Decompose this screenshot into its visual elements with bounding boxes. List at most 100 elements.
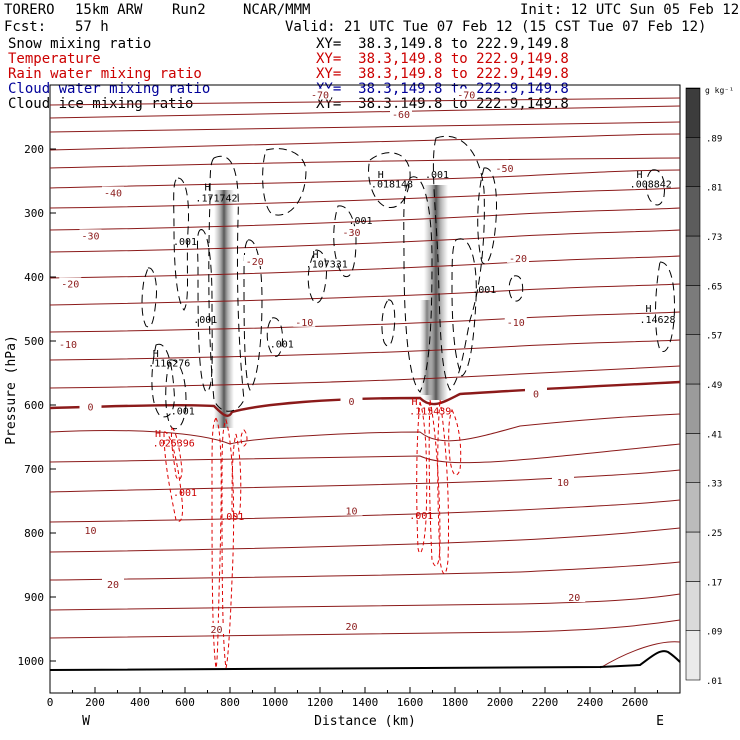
colorbar-label: .33 [706, 480, 722, 490]
temperature-contour-label: -10 [295, 318, 313, 329]
contour-label-bg [59, 277, 82, 289]
colorbar-top-edge [686, 88, 700, 89]
temperature-contour-label: 0 [87, 402, 93, 413]
rain-contour [231, 433, 242, 518]
isotherm-line [49, 121, 681, 133]
colorbar-swatch [685, 334, 701, 385]
colorbar-label: .57 [706, 332, 722, 342]
temperature-contour-label: -20 [509, 254, 527, 265]
field-annotation: H [312, 250, 318, 261]
run-name: Run2 [172, 2, 206, 18]
x-axis: 0 200 400 600 800 1000 1200 1400 1600 1800 2000 220… [47, 687, 658, 709]
terrain-line [49, 650, 681, 671]
isotherm-line [49, 413, 681, 445]
contour-label-bg [493, 162, 516, 174]
field-annotation: H [411, 397, 417, 408]
y-tick-label: 1000 [18, 655, 45, 668]
colorbar-label: .81 [706, 184, 722, 194]
east-label: E [656, 714, 664, 729]
x-tick-label: 200 [85, 696, 105, 709]
contour-label-bg [525, 387, 547, 399]
temperature-contour-label: 0 [533, 389, 539, 400]
colorbar-label: .89 [706, 134, 722, 144]
y-tick-label: 400 [24, 271, 44, 284]
contour-label-bg [309, 88, 331, 100]
snow-contour [307, 249, 327, 304]
isotherm-line [49, 157, 681, 169]
field-annotation: H [204, 183, 210, 194]
x-tick-label: 400 [130, 696, 150, 709]
rain-contour [171, 427, 183, 480]
contour-label-bg [57, 338, 79, 350]
field-annotation: .001 [173, 488, 197, 499]
ice-column-west [214, 190, 234, 428]
rain-contour [416, 401, 428, 554]
field-annotation: .025396 [153, 439, 195, 450]
annotations: H.171742H.018148H.107331H.008842H.14628H… [148, 170, 675, 523]
field-annotation: .171742 [195, 193, 237, 204]
isotherm-line [49, 97, 681, 106]
snow-contour [151, 343, 175, 418]
field-name-rain: Rain water mixing ratio [8, 66, 202, 82]
rain-contour [211, 417, 222, 669]
temperature-contour-label: -60 [392, 110, 410, 121]
snow-contour [655, 261, 675, 352]
contour-label-bg [79, 523, 102, 535]
y-tick-label: 300 [24, 207, 44, 220]
center-name: NCAR/MMM [243, 2, 311, 18]
field-name-snow: Snow mixing ratio [8, 36, 152, 52]
model-name: TORERO [4, 2, 55, 18]
snow-contour [141, 267, 157, 328]
x-tick-label: 1000 [262, 696, 289, 709]
colorbar-swatch [685, 235, 701, 286]
colorbar-label: .41 [706, 430, 722, 440]
snow-contour [197, 229, 213, 393]
field-annotation: .001 [270, 339, 294, 350]
isotherm-line [49, 133, 681, 151]
y-axis: 200 300 400 500 600 700 800 900 1000 [18, 143, 56, 668]
field-annotation: .001 [409, 511, 433, 522]
y-tick-label: 700 [24, 463, 44, 476]
colorbar-swatch [685, 87, 701, 138]
snow-contour [403, 176, 433, 393]
field-annotation: .001 [171, 407, 195, 418]
x-tick-label: 800 [220, 696, 240, 709]
colorbar-label: .65 [706, 282, 722, 292]
contour-label-bg [340, 504, 363, 516]
field-xy-temperature: XY= 38.3,149.8 to 222.9,149.8 [316, 51, 569, 67]
snow-contour [381, 299, 396, 347]
isotherm-line [49, 283, 681, 306]
field-xy-snow: XY= 38.3,149.8 to 222.9,149.8 [316, 36, 569, 52]
rain-contours [163, 399, 462, 669]
colorbar-label: .49 [706, 381, 722, 391]
rain-contour [437, 399, 450, 574]
contour-label-bg [390, 107, 412, 119]
temperature-contour-label: 10 [345, 507, 357, 518]
x-tick-label: 1800 [442, 696, 469, 709]
snow-contour [243, 239, 263, 391]
temperature-contour-label: 20 [107, 580, 119, 591]
snow-contour [266, 317, 283, 357]
x-tick-label: 1200 [307, 696, 334, 709]
field-annotation: .001 [193, 315, 217, 326]
isotherm-line [49, 339, 681, 361]
contour-label-bg [79, 229, 102, 241]
isotherm-line [49, 207, 681, 231]
isotherm-line [599, 641, 681, 669]
field-annotation: .008842 [630, 179, 672, 190]
y-tick-label: 900 [24, 591, 44, 604]
colorbar-swatch [685, 285, 701, 335]
rain-contour [221, 418, 235, 669]
rain-contour [428, 399, 441, 567]
temperature-contour-label: 20 [345, 622, 357, 633]
colorbar-swatch [685, 137, 701, 187]
field-annotation: .116276 [148, 359, 190, 370]
isotherm-line [49, 187, 681, 209]
temperature-contour-label: 10 [84, 526, 96, 537]
temperature-contours [49, 97, 681, 669]
contour-label-bg [102, 578, 124, 590]
x-tick-label: 2400 [577, 696, 604, 709]
temperature-contour-label: -50 [495, 164, 513, 175]
field-annotation: .018148 [371, 179, 413, 190]
temperature-contour-label: -10 [59, 340, 77, 351]
